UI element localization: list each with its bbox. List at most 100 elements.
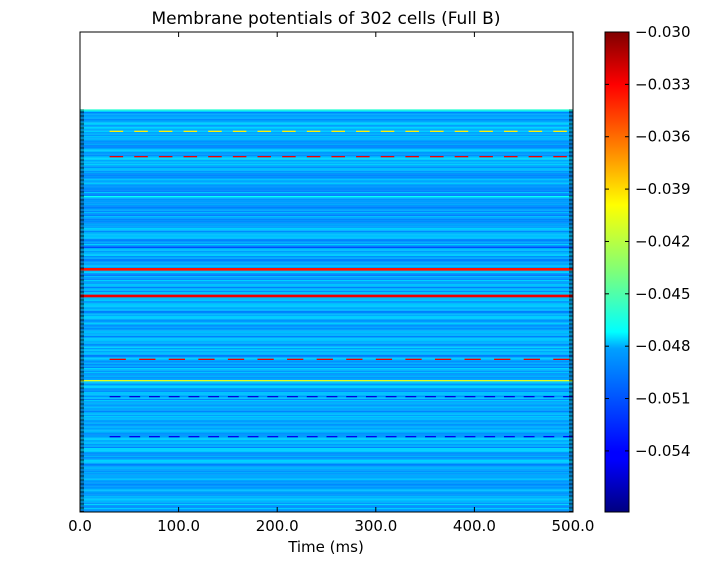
heatmap-row [80,264,573,266]
heatmap-row [80,302,573,305]
heatmap-segment [454,156,469,159]
heatmap-segment [375,358,393,361]
heatmap-row [80,320,573,322]
heatmap-row [80,224,573,226]
heatmap-segment [158,130,173,133]
heatmap-row [80,408,573,410]
heatmap-row [80,217,573,219]
y-axis [80,109,573,512]
heatmap-row [80,118,573,121]
heatmap-row [80,364,573,366]
heatmap-row [80,229,573,231]
heatmap-row [80,142,573,145]
heatmap-row [80,300,573,302]
colorbar-tick-label: −0.054 [635,442,691,460]
heatmap-row [80,220,573,222]
heatmap-row [80,345,573,347]
colorbar-tick-label: −0.039 [635,180,691,198]
heatmap-row [80,360,573,362]
heatmap-segment [523,436,535,439]
heatmap-row [80,185,573,187]
heatmap-segment [405,130,419,133]
heatmap-row [80,257,573,259]
heatmap-row [80,238,573,241]
heatmap-row [80,153,573,155]
heatmap-row [80,166,573,169]
heatmap-row [80,478,573,481]
chart-title: Membrane potentials of 302 cells (Full B… [152,9,501,29]
heatmap-row [80,176,573,178]
heatmap-row [80,400,573,402]
heatmap-row [80,404,573,406]
heatmap-row [80,221,573,223]
heatmap-row [80,170,573,173]
heatmap-row [80,194,573,197]
heatmap-row [80,242,573,245]
colorbar-tick-label: −0.042 [635,232,691,250]
heatmap-row [80,240,573,242]
heatmap-row [80,112,573,114]
heatmap-row [80,193,573,195]
heatmap-segment [287,436,298,439]
heatmap-segment [331,130,345,133]
heatmap-segment [247,436,259,439]
heatmap-row [80,206,573,209]
heatmap-row [80,344,573,346]
heatmap-row [80,502,573,505]
heatmap-row [80,496,573,498]
heatmap-row [80,248,573,250]
heatmap-row [80,202,573,205]
heatmap-row [80,270,573,273]
heatmap-row [80,422,573,425]
heatmap-row [80,369,573,371]
heatmap-row [80,266,573,269]
heatmap-row [80,204,573,206]
heatmap-row [80,440,573,442]
heatmap-row [80,352,573,354]
heatmap-row [80,493,573,495]
heatmap-row [80,466,573,469]
heatmap-segment [129,436,141,439]
heatmap-row [80,208,573,210]
heatmap-segment [198,358,215,361]
heatmap-row [80,172,573,174]
heatmap-row [80,132,573,134]
heatmap-row [80,190,573,193]
heatmap-row [80,473,573,475]
heatmap-segment [365,396,377,399]
heatmap-row [80,234,573,237]
heatmap-segment [331,156,345,159]
heatmap-row [80,361,573,363]
heatmap-row [80,152,573,154]
heatmap-row [80,321,573,323]
heatmap-segment [134,156,148,159]
heatmap-row [80,434,573,437]
heatmap-row [80,428,573,430]
heatmap-segment [494,358,511,361]
heatmap-row [80,308,573,310]
heatmap-row [80,286,573,289]
heatmap-row [80,332,573,334]
heatmap-segment [208,156,222,159]
heatmap-row [80,480,573,482]
heatmap-row [80,149,573,151]
heatmap-row [80,201,573,203]
heatmap-row [80,350,573,353]
heatmap-row [80,509,573,511]
plot-frame [79,31,574,513]
heatmap-row [80,209,573,211]
heatmap-row [80,378,573,381]
heatmap-row [80,200,573,202]
heatmap-row [80,336,573,338]
heatmap-row [80,265,573,267]
heatmap-row [80,109,573,112]
heatmap-row [80,260,573,262]
heatmap-segment [232,156,247,159]
heatmap-row [80,292,573,294]
heatmap-row [80,289,573,291]
heatmap-row [80,160,573,162]
heatmap-segment [484,396,496,399]
heatmap-segment [523,396,535,399]
heatmap-row [80,158,573,161]
heatmap-segment [306,436,318,439]
